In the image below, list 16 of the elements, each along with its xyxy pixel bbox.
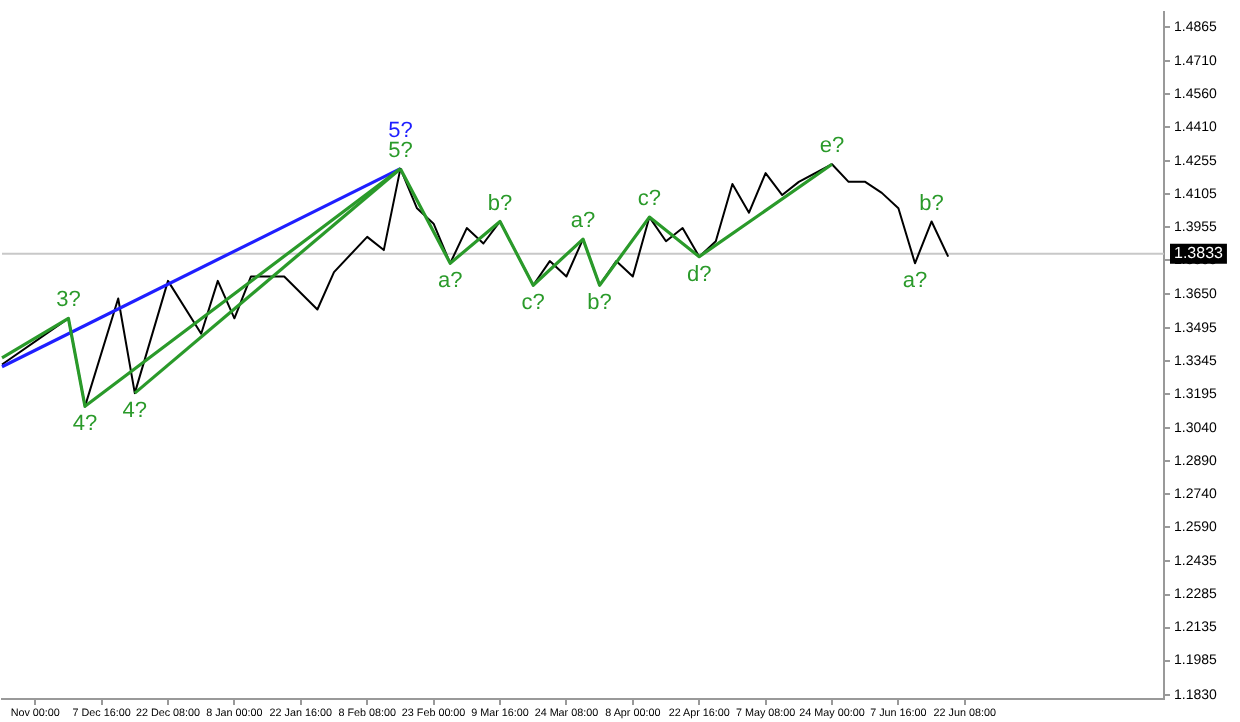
annotation: 5?: [388, 138, 413, 163]
annotation: c?: [637, 187, 662, 212]
annotation: a?: [437, 269, 463, 294]
annotation: c?: [521, 291, 545, 316]
annotation: a?: [902, 269, 928, 294]
annotation: b?: [587, 291, 612, 316]
annotation: e?: [819, 134, 845, 159]
annotation: d?: [686, 262, 712, 287]
annotation: 4?: [72, 412, 98, 437]
annotation: 5?: [388, 118, 413, 143]
ref-line-label: 1.3833: [1174, 244, 1225, 263]
annotation: b?: [919, 191, 944, 216]
annotation: b?: [487, 191, 513, 216]
annotation: 4?: [122, 399, 148, 424]
annotation: a?: [570, 209, 596, 234]
annotation: 3?: [56, 288, 81, 313]
